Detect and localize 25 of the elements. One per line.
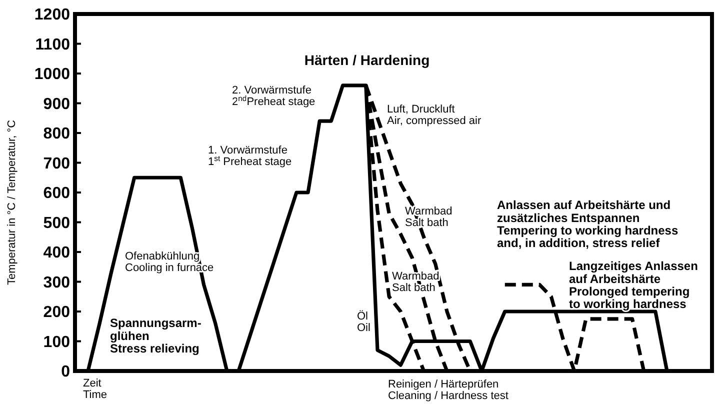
x-axis-title: Zeit Time: [83, 377, 108, 401]
annotation: Luft, Druckluft Air, compressed air: [387, 103, 482, 127]
annotation: Anlassen auf Arbeitshärte und zusätzliches Entspannen Tempering to working hardness and, in addition, stress relief: [497, 198, 678, 250]
annotation: Öl Oil: [357, 309, 370, 334]
y-tick-label: 900: [43, 96, 70, 113]
annotation: Spannungsarm- glühen Stress relieving: [110, 316, 202, 356]
y-tick-label: 0: [61, 364, 70, 381]
text: Reinigen / Härteprüfen Cleaning / Hardness test: [388, 378, 508, 402]
annotation: 2. Vorwärmstufe 2$^{nd}$Preheat stage: [232, 84, 316, 108]
y-tick-label: 300: [43, 274, 70, 292]
y-axis-title: Temperatur in °C / Temperatur, °C: [6, 120, 18, 286]
y-tick-label: 200: [43, 304, 70, 322]
y-tick-label: 800: [43, 126, 70, 143]
y-tick-label: 1200: [34, 6, 70, 24]
y-tick-label: 100: [43, 334, 70, 351]
annotation: Langzeitiges Anlassen auf Arbeitshärte Prolonged tempering to working hardness: [569, 259, 698, 311]
y-tick-label: 400: [43, 244, 70, 262]
y-tick-label: 700: [43, 155, 70, 172]
y-tick-label: 1100: [35, 36, 70, 54]
text: Härten / Hardening: [304, 52, 430, 68]
y-tick-label: 500: [43, 214, 70, 232]
annotation: Warmbad Salt bath: [405, 205, 452, 229]
y-tick-label: 1000: [34, 66, 70, 84]
annotation: 1. Vorwärmstufe 1$^{st}$ Preheat stage: [208, 144, 292, 168]
y-tick-label: 600: [43, 185, 70, 202]
